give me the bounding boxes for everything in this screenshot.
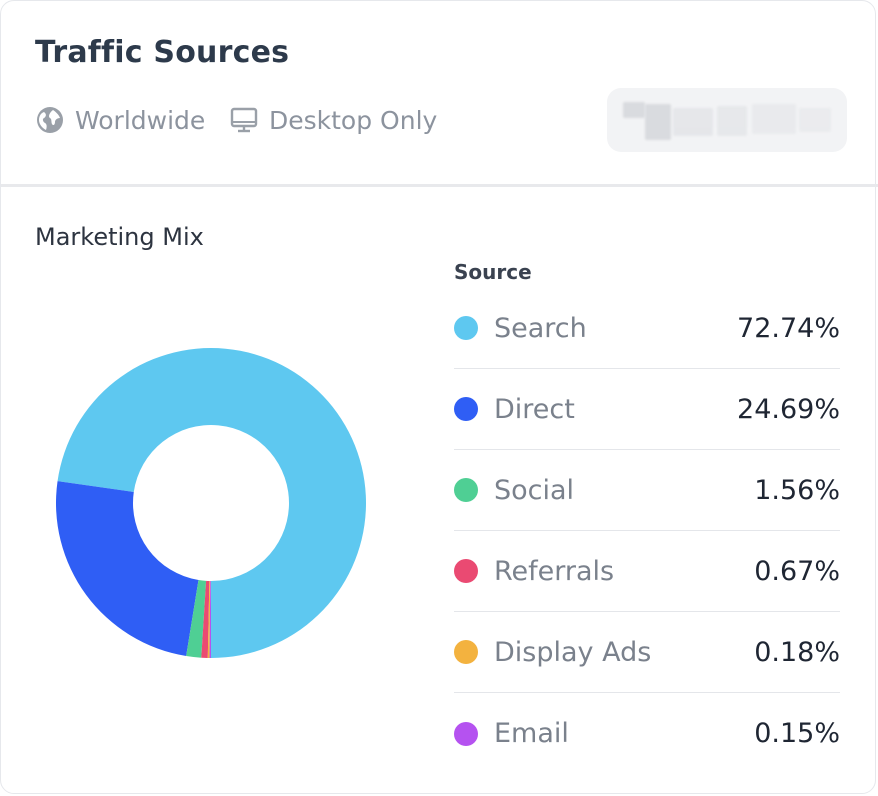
legend-value: 0.15% (754, 718, 840, 749)
legend: Search 72.74% Direct 24.69% Social 1.56% Refer… (454, 288, 840, 774)
donut-slice-display-ads[interactable] (207, 580, 211, 658)
domain-selector[interactable] (607, 88, 847, 152)
donut-slice-email[interactable] (209, 580, 211, 658)
legend-value: 72.74% (737, 312, 840, 344)
legend-swatch (454, 559, 478, 583)
legend-swatch (454, 478, 478, 502)
legend-row: Display Ads 0.18% (454, 612, 840, 693)
legend-header: Source (454, 260, 532, 284)
legend-swatch (454, 640, 478, 664)
desktop-icon (230, 107, 258, 133)
legend-swatch (454, 316, 478, 340)
region-filter[interactable]: Worldwide (35, 101, 205, 139)
legend-value: 1.56% (754, 474, 840, 506)
chart-title: Marketing Mix (35, 223, 204, 251)
donut-slice-direct[interactable] (55, 481, 199, 656)
donut-slice-social[interactable] (186, 579, 207, 658)
legend-label: Search (494, 312, 587, 344)
legend-row: Direct 24.69% (454, 369, 840, 450)
legend-value: 0.18% (754, 636, 840, 668)
legend-value: 24.69% (737, 393, 840, 425)
legend-row: Search 72.74% (454, 288, 840, 369)
legend-label: Direct (494, 393, 575, 425)
legend-label: Display Ads (494, 636, 652, 668)
donut-slice-search[interactable] (57, 347, 366, 658)
legend-row: Referrals 0.67% (454, 531, 840, 612)
legend-label: Referrals (494, 555, 615, 587)
legend-row: Email 0.15% (454, 693, 840, 774)
globe-icon (37, 107, 63, 133)
donut-chart (55, 347, 366, 658)
legend-label: Email (494, 718, 569, 749)
legend-swatch (454, 397, 478, 421)
card-title: Traffic Sources (35, 35, 290, 70)
region-label: Worldwide (75, 105, 206, 135)
legend-label: Social (494, 474, 575, 506)
device-filter[interactable]: Desktop Only (229, 101, 437, 139)
legend-value: 0.67% (754, 555, 840, 587)
legend-row: Social 1.56% (454, 450, 840, 531)
header-divider (1, 184, 878, 187)
device-label: Desktop Only (269, 105, 438, 135)
legend-swatch (454, 721, 478, 746)
donut-slice-referrals[interactable] (201, 580, 210, 658)
